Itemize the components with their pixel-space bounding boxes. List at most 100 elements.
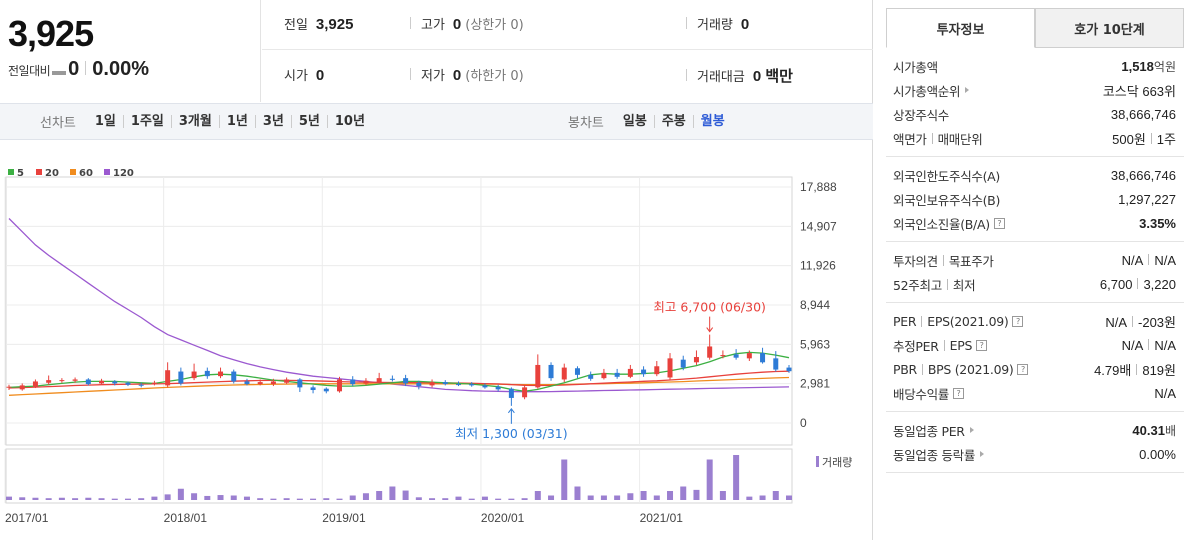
volume-bar xyxy=(204,495,211,500)
info-label[interactable]: 시가총액순위 xyxy=(893,81,970,100)
divider xyxy=(686,69,687,81)
ma120-line xyxy=(8,218,790,393)
candle-body xyxy=(284,379,290,383)
info-value: 3.35% xyxy=(1139,216,1176,231)
change-value: 0 xyxy=(68,58,80,80)
help-icon[interactable]: ? xyxy=(1012,315,1024,327)
info-label: 외국인보유주식수(B) xyxy=(893,190,1000,209)
help-icon[interactable]: ? xyxy=(993,217,1005,229)
legend-swatch xyxy=(36,169,42,175)
volume-bar xyxy=(415,497,422,500)
info-group: PER EPS(2021.09)? N/A -203원 추정PER EPS? N/A N/A P… xyxy=(886,303,1184,412)
candle-body xyxy=(191,371,197,379)
info-label-text: 외국인한도주식수(A) xyxy=(893,168,1001,184)
info-label-text: 투자의견 xyxy=(893,253,938,269)
info-unit: 배 xyxy=(1164,423,1176,438)
low-annotation: 최저 1,300 (03/31) xyxy=(455,426,568,441)
info-value: 1,297,227 xyxy=(1118,192,1176,207)
info-value-text: 1,297,227 xyxy=(1118,191,1176,207)
period-3[interactable]: 3개월 xyxy=(172,115,220,128)
divider xyxy=(921,363,923,375)
tab-investment-info[interactable]: 투자정보 xyxy=(886,8,1035,48)
divider xyxy=(85,61,87,75)
volume-bar xyxy=(521,498,528,500)
period-1[interactable]: 일봉 xyxy=(616,115,655,128)
volume-bar xyxy=(177,488,184,500)
stat-label: 저가 xyxy=(421,69,445,84)
period-6[interactable]: 5년 xyxy=(292,115,328,128)
info-label-text: 추정PER xyxy=(893,338,939,354)
help-icon[interactable]: ? xyxy=(976,339,988,351)
candle-body xyxy=(310,387,316,391)
high-annotation: 최고 6,700 (06/30) xyxy=(653,300,766,315)
candle-body xyxy=(297,379,303,388)
info-value-text: N/A xyxy=(1154,252,1176,268)
stat-prev-close: 전일 3,925 xyxy=(284,14,353,33)
stat-value: 0 xyxy=(452,67,462,84)
help-icon[interactable]: ? xyxy=(1017,363,1029,375)
period-2[interactable]: 1주일 xyxy=(124,115,172,128)
volume-bar xyxy=(191,493,198,500)
period-4[interactable]: 1년 xyxy=(220,115,256,128)
divider xyxy=(1148,253,1150,265)
info-value: 4.79배 819원 xyxy=(1094,360,1176,379)
volume-bar xyxy=(759,495,766,500)
side-tabs: 투자정보 호가 10단계 xyxy=(886,8,1184,48)
candle-body xyxy=(337,379,343,392)
tab-order-book[interactable]: 호가 10단계 xyxy=(1035,8,1184,48)
y-tick-label: 8,944 xyxy=(800,298,830,312)
x-tick-label: 2017/01 xyxy=(5,511,49,525)
legend-swatch xyxy=(8,169,14,175)
stat-label: 고가 xyxy=(421,18,445,33)
candle-body xyxy=(641,369,647,375)
candle-body xyxy=(535,364,541,388)
candle-body xyxy=(469,384,475,386)
volume-bar xyxy=(45,498,52,500)
flat-icon xyxy=(52,71,67,75)
candle-body xyxy=(588,374,594,379)
stat-value: 3,925 xyxy=(315,16,354,33)
candle-body xyxy=(218,371,224,377)
divider xyxy=(1148,338,1150,350)
period-7[interactable]: 10년 xyxy=(334,114,365,129)
help-icon[interactable]: ? xyxy=(953,387,965,399)
divider xyxy=(1150,132,1152,144)
volume-bar xyxy=(85,497,92,500)
candle-body xyxy=(165,370,171,386)
info-label[interactable]: 동일업종 등락률 xyxy=(893,445,985,464)
divider xyxy=(931,132,933,144)
info-label-text: 상장주식수 xyxy=(893,107,950,123)
info-label[interactable]: 동일업종 PER xyxy=(893,421,974,440)
divider xyxy=(946,278,948,290)
info-label-text: 동일업종 PER xyxy=(893,423,965,439)
info-value-text: 6,700 xyxy=(1099,276,1133,292)
line-chart-label: 선차트 xyxy=(40,116,76,131)
info-label-text: EPS xyxy=(949,337,973,353)
period-2[interactable]: 주봉 xyxy=(655,115,694,128)
candle-body xyxy=(323,388,329,392)
info-label: 상장주식수 xyxy=(893,105,949,124)
period-5[interactable]: 3년 xyxy=(256,115,292,128)
y-tick-label: 2,981 xyxy=(800,377,830,391)
candle-body xyxy=(627,368,633,377)
volume-bar xyxy=(283,498,290,500)
price-change: 전일대비 0 0.00% xyxy=(8,58,149,81)
candle-body xyxy=(46,380,52,383)
candle-chart-periods: 봉차트 일봉 주봉 월봉 xyxy=(568,112,732,131)
stat-label: 시가 xyxy=(284,69,308,84)
period-3[interactable]: 월봉 xyxy=(700,114,725,129)
volume-bar xyxy=(746,496,753,500)
candle-body xyxy=(59,380,65,382)
candle-body xyxy=(99,380,105,384)
info-label-text: 매매단위 xyxy=(937,131,983,147)
info-label-text: 목표주가 xyxy=(948,253,994,269)
volume-bar xyxy=(600,495,607,500)
arrow-right-icon xyxy=(969,427,974,433)
candle-body xyxy=(112,381,118,384)
volume-bar xyxy=(587,495,594,500)
period-1[interactable]: 1일 xyxy=(88,115,124,128)
volume-bar xyxy=(111,498,118,500)
info-label: PBR BPS (2021.09)? xyxy=(893,362,1029,377)
info-row: 시가총액순위 코스닥 663위 xyxy=(886,78,1184,102)
stats-row: 전일 3,925 고가 0 (상한가 0) 거래량 0 xyxy=(262,0,873,50)
